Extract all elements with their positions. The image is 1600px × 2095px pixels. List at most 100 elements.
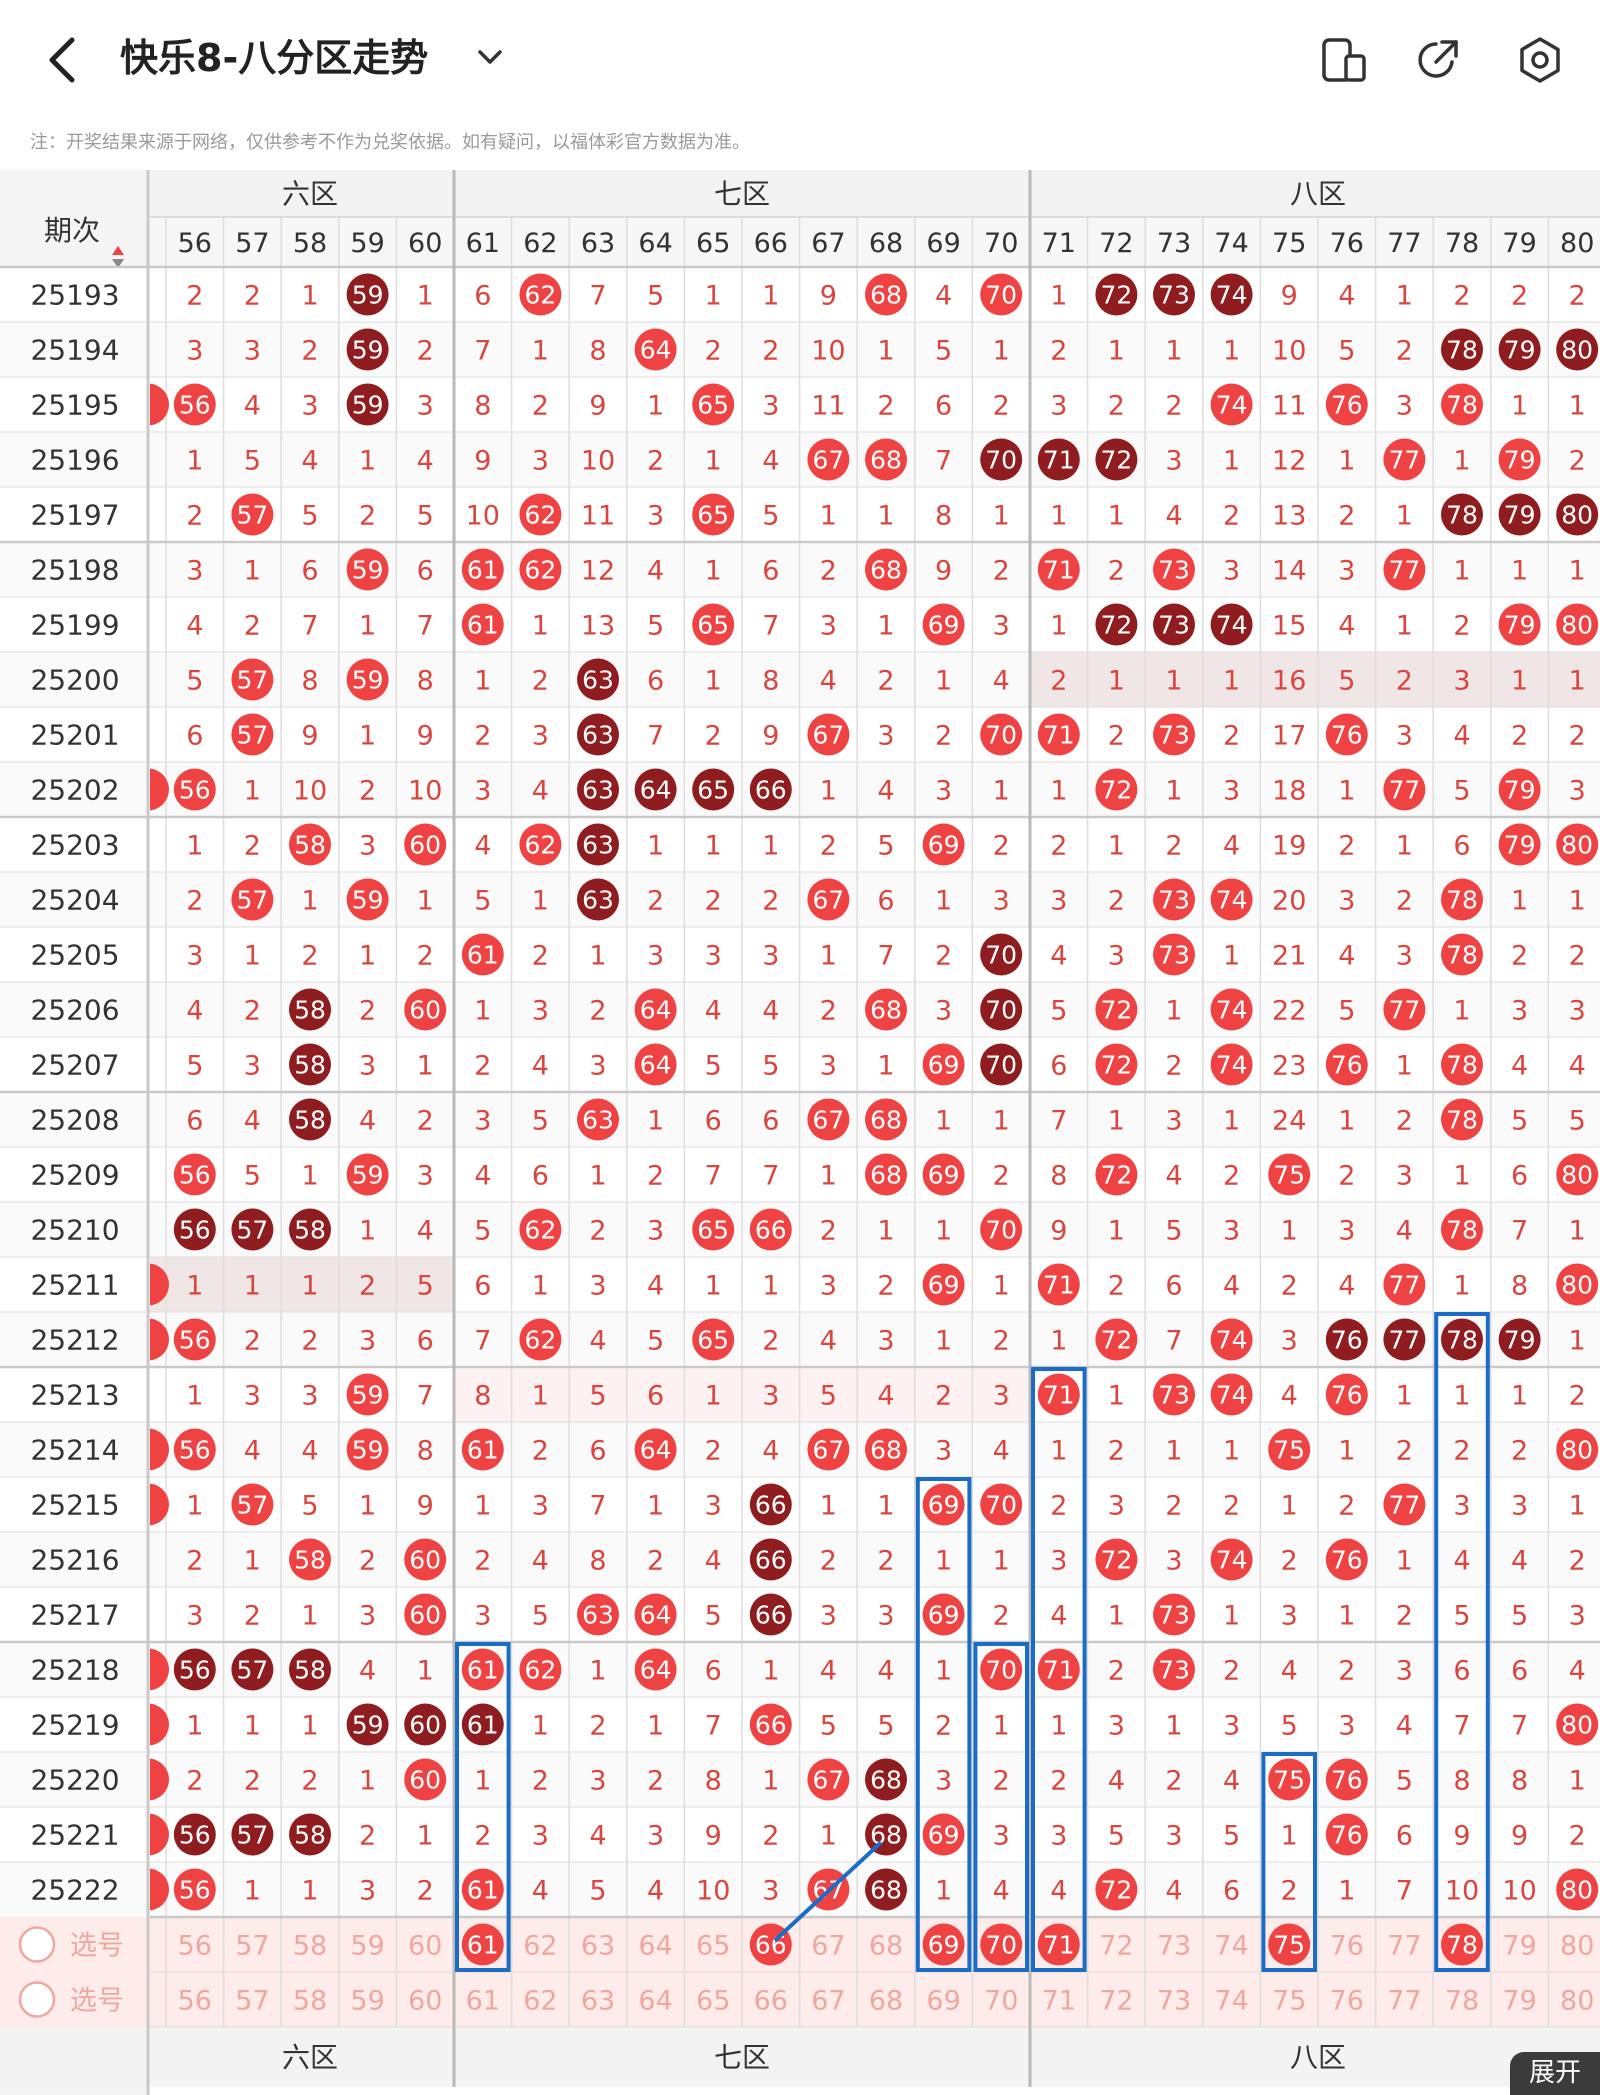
miss-count: 1 xyxy=(186,1381,203,1412)
device-icon[interactable] xyxy=(1318,34,1370,86)
settings-icon[interactable] xyxy=(1514,34,1566,86)
miss-count: 16 xyxy=(1272,666,1306,697)
miss-count: 2 xyxy=(1223,721,1240,752)
miss-count: 2 xyxy=(474,1051,491,1082)
miss-count: 4 xyxy=(1453,1546,1470,1577)
miss-count: 4 xyxy=(244,1436,261,1467)
miss-count: 2 xyxy=(417,941,434,972)
miss-count: 1 xyxy=(532,1711,549,1742)
miss-count: 1 xyxy=(417,1656,434,1687)
ball-63 xyxy=(577,713,619,756)
ball-number: 77 xyxy=(1388,1271,1420,1300)
miss-count: 2 xyxy=(1569,941,1586,972)
miss-count: 1 xyxy=(1453,446,1470,477)
select-number: 57 xyxy=(235,1931,269,1962)
back-icon[interactable] xyxy=(40,32,88,88)
ball-number: 62 xyxy=(524,281,556,310)
expand-button[interactable]: 展开 xyxy=(1510,2052,1600,2095)
ball-68 xyxy=(865,1153,907,1196)
miss-count: 1 xyxy=(1223,446,1240,477)
period-label: 25204 xyxy=(30,884,119,917)
miss-count: 2 xyxy=(359,501,376,532)
miss-count: 2 xyxy=(705,1436,722,1467)
ball-59 xyxy=(346,878,389,921)
miss-count: 6 xyxy=(589,1436,606,1467)
period-label: 25202 xyxy=(30,774,119,807)
miss-count: 8 xyxy=(1511,1766,1528,1797)
miss-count: 5 xyxy=(474,886,491,917)
ball-62 xyxy=(519,1208,562,1251)
ball-70 xyxy=(980,933,1023,976)
picked-ball-number: 61 xyxy=(467,1931,499,1960)
miss-count: 1 xyxy=(532,336,549,367)
ball-80 xyxy=(1556,328,1599,371)
ball-63 xyxy=(577,1593,619,1636)
miss-count: 1 xyxy=(1569,1766,1586,1797)
miss-count: 2 xyxy=(1338,1161,1355,1192)
miss-count: 3 xyxy=(993,1381,1010,1412)
miss-count: 2 xyxy=(244,1601,261,1632)
ball-71 xyxy=(1037,1648,1080,1691)
ball-number: 74 xyxy=(1216,996,1248,1025)
miss-count: 2 xyxy=(647,886,664,917)
ball-number: 79 xyxy=(1504,831,1536,860)
partial-ball-55 xyxy=(150,383,169,426)
miss-count: 2 xyxy=(1569,446,1586,477)
miss-count: 10 xyxy=(466,501,500,532)
miss-count: 3 xyxy=(820,1271,837,1302)
miss-count: 3 xyxy=(1165,446,1182,477)
ball-78 xyxy=(1441,1208,1483,1251)
partial-ball-55 xyxy=(150,1703,169,1746)
zone-header-bg xyxy=(150,170,1600,217)
miss-count: 1 xyxy=(1396,1051,1413,1082)
ball-number: 59 xyxy=(352,336,384,365)
miss-count: 5 xyxy=(1511,1106,1528,1137)
miss-count: 4 xyxy=(762,1436,779,1467)
miss-count: 5 xyxy=(705,1601,722,1632)
miss-count: 4 xyxy=(301,446,318,477)
ball-number: 65 xyxy=(697,1326,729,1355)
miss-count: 11 xyxy=(581,501,615,532)
miss-count: 6 xyxy=(762,556,779,587)
miss-count: 8 xyxy=(301,666,318,697)
ball-number: 60 xyxy=(409,831,441,860)
ball-72 xyxy=(1095,1043,1138,1086)
miss-count: 2 xyxy=(301,941,318,972)
miss-count: 10 xyxy=(408,776,442,807)
miss-count: 3 xyxy=(359,1326,376,1357)
chevron-down-icon[interactable] xyxy=(472,42,508,72)
miss-count: 4 xyxy=(589,1326,606,1357)
miss-count: 1 xyxy=(474,1766,491,1797)
ball-72 xyxy=(1095,768,1138,811)
ball-62 xyxy=(519,548,562,591)
ball-56 xyxy=(173,1648,216,1691)
miss-count: 6 xyxy=(474,1271,491,1302)
miss-count: 4 xyxy=(820,1326,837,1357)
miss-count: 2 xyxy=(993,556,1010,587)
ball-number: 58 xyxy=(294,996,326,1025)
miss-count: 4 xyxy=(1569,1051,1586,1082)
miss-count: 1 xyxy=(935,1546,952,1577)
page-title[interactable]: 快乐8-八分区走势 xyxy=(120,36,429,80)
miss-count: 4 xyxy=(993,1876,1010,1907)
miss-count: 4 xyxy=(1338,941,1355,972)
ball-63 xyxy=(577,768,619,811)
ball-number: 67 xyxy=(812,886,844,915)
ball-79 xyxy=(1498,328,1541,371)
ball-number: 68 xyxy=(870,1436,902,1465)
miss-count: 2 xyxy=(762,336,779,367)
miss-count: 3 xyxy=(1050,1821,1067,1852)
miss-count: 1 xyxy=(1453,1271,1470,1302)
share-icon[interactable] xyxy=(1412,34,1464,86)
ball-69 xyxy=(922,1043,965,1086)
miss-count: 4 xyxy=(1223,1271,1240,1302)
ball-65 xyxy=(692,603,735,646)
miss-count: 8 xyxy=(705,1766,722,1797)
miss-count: 2 xyxy=(647,446,664,477)
ball-56 xyxy=(173,1318,216,1361)
ball-number: 56 xyxy=(179,1436,211,1465)
period-label: 25195 xyxy=(30,389,119,422)
miss-count: 9 xyxy=(935,556,952,587)
ball-number: 74 xyxy=(1216,1326,1248,1355)
miss-count: 1 xyxy=(705,1381,722,1412)
